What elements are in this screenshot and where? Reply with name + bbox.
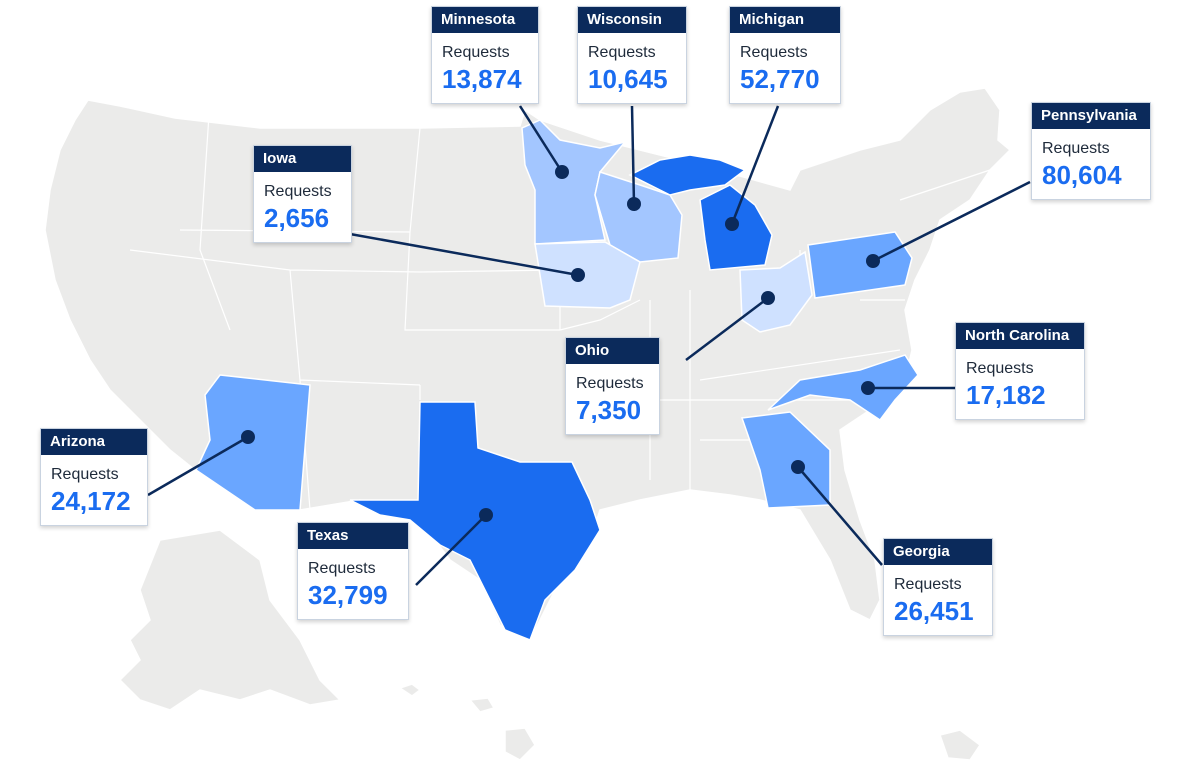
leader-line-ohio [685, 297, 769, 361]
leader-line-arizona [147, 435, 249, 497]
callout-pennsylvania[interactable]: Pennsylvania Requests 80,604 [1031, 102, 1151, 200]
leader-line-wisconsin [630, 105, 636, 205]
leader-dot-north-carolina [861, 381, 875, 395]
leader-line-georgia [797, 466, 883, 566]
leader-line-iowa [349, 232, 579, 277]
leader-lines [147, 105, 1031, 586]
callout-state-name: Minnesota [432, 7, 538, 33]
state-shape-pennsylvania[interactable] [807, 231, 913, 299]
callout-state-name: Georgia [884, 539, 992, 565]
leader-dot-iowa [571, 268, 585, 282]
state-shape-ohio[interactable] [739, 250, 813, 333]
leader-line-texas [415, 514, 487, 586]
leader-line-pennsylvania [872, 180, 1031, 263]
leader-dot-arizona [241, 430, 255, 444]
callout-metric-label: Requests [264, 183, 332, 200]
callout-metric-label: Requests [576, 375, 644, 392]
callout-metric-value: 52,770 [740, 64, 820, 94]
callout-metric-value: 2,656 [264, 203, 330, 233]
leader-dot-ohio [761, 291, 775, 305]
leader-dot-georgia [791, 460, 805, 474]
callout-ohio[interactable]: Ohio Requests 7,350 [565, 337, 660, 435]
callout-north-carolina[interactable]: North Carolina Requests 17,182 [955, 322, 1085, 420]
state-shape-texas[interactable] [349, 401, 601, 641]
callout-metric-label: Requests [308, 560, 376, 577]
callout-georgia[interactable]: Georgia Requests 26,451 [883, 538, 993, 636]
callout-metric-label: Requests [588, 44, 656, 61]
callout-state-name: Ohio [566, 338, 659, 364]
callout-metric-value: 7,350 [576, 395, 642, 425]
callout-state-name: Wisconsin [578, 7, 686, 33]
callout-minnesota[interactable]: Minnesota Requests 13,874 [431, 6, 539, 104]
hawaii-land [398, 683, 982, 761]
leader-dot-wisconsin [627, 197, 641, 211]
callout-state-name: Texas [298, 523, 408, 549]
state-shape-michigan[interactable] [628, 154, 773, 271]
callout-metric-label: Requests [740, 44, 808, 61]
land-base [44, 87, 1012, 761]
callout-arizona[interactable]: Arizona Requests 24,172 [40, 428, 148, 526]
alaska-land [118, 529, 342, 711]
callout-state-name: Arizona [41, 429, 147, 455]
callout-state-name: North Carolina [956, 323, 1084, 349]
callout-metric-value: 17,182 [966, 380, 1046, 410]
state-shape-iowa[interactable] [534, 241, 641, 309]
leader-dots [241, 165, 880, 522]
callout-metric-value: 13,874 [442, 64, 522, 94]
state-shape-arizona[interactable] [195, 374, 311, 511]
callout-metric-value: 10,645 [588, 64, 668, 94]
callout-metric-value: 80,604 [1042, 160, 1122, 190]
callout-state-name: Michigan [730, 7, 840, 33]
callout-metric-value: 26,451 [894, 596, 974, 626]
callout-michigan[interactable]: Michigan Requests 52,770 [729, 6, 841, 104]
state-shape-wisconsin[interactable] [594, 171, 683, 263]
leader-line-minnesota [518, 105, 564, 173]
callout-metric-label: Requests [894, 576, 962, 593]
callout-metric-value: 24,172 [51, 486, 131, 516]
callout-state-name: Pennsylvania [1032, 103, 1150, 129]
leader-dot-minnesota [555, 165, 569, 179]
leader-dot-texas [479, 508, 493, 522]
callout-metric-label: Requests [51, 466, 119, 483]
callout-metric-label: Requests [442, 44, 510, 61]
callout-iowa[interactable]: Iowa Requests 2,656 [253, 145, 352, 243]
callout-metric-label: Requests [1042, 140, 1110, 157]
callout-state-name: Iowa [254, 146, 351, 172]
highlighted-states [195, 119, 919, 641]
leader-line-michigan [730, 105, 780, 225]
leader-dot-pennsylvania [866, 254, 880, 268]
leader-dot-michigan [725, 217, 739, 231]
callout-metric-label: Requests [966, 360, 1034, 377]
callout-texas[interactable]: Texas Requests 32,799 [297, 522, 409, 620]
callout-metric-value: 32,799 [308, 580, 388, 610]
callout-wisconsin[interactable]: Wisconsin Requests 10,645 [577, 6, 687, 104]
